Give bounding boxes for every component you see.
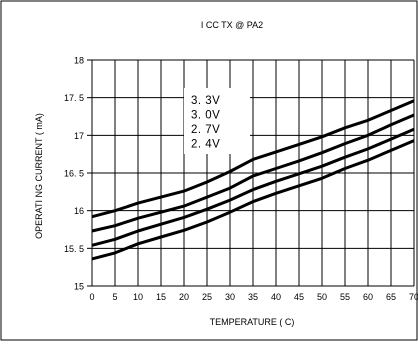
y-tick-label: 18: [74, 56, 84, 66]
legend-box: [184, 88, 250, 154]
x-tick-label: 5: [112, 292, 117, 302]
x-tick-label: 65: [386, 292, 396, 302]
y-axis-label: OPERATI NG CURRENT ( mA): [34, 113, 44, 239]
chart-title: I CC TX @ PA2: [201, 20, 263, 30]
x-tick-label: 25: [202, 292, 212, 302]
x-axis-label: TEMPERATURE ( C): [210, 317, 295, 327]
x-tick-label: 45: [294, 292, 304, 302]
x-tick-label: 0: [89, 292, 94, 302]
series-line-2: [91, 127, 415, 247]
x-tick-label: 55: [340, 292, 350, 302]
legend-label: 3. 3V: [191, 95, 220, 107]
legend-label: 3. 0V: [191, 110, 220, 122]
legend-label: 2. 4V: [191, 139, 220, 151]
x-tick-label: 50: [317, 292, 327, 302]
x-tick-label: 40: [271, 292, 281, 302]
y-tick-label: 15: [74, 282, 84, 292]
y-tick-label: 16. 5: [64, 169, 84, 179]
x-tick-label: 60: [363, 292, 373, 302]
y-tick-label: 17: [74, 131, 84, 141]
x-tick-label: 15: [156, 292, 166, 302]
series-line-1: [91, 113, 415, 233]
x-tick-label: 70: [409, 292, 418, 302]
y-tick-label: 16: [74, 206, 84, 216]
y-tick-label: 17. 5: [64, 93, 84, 103]
y-tick-label: 15. 5: [64, 244, 84, 254]
series-line-0: [91, 99, 415, 219]
x-tick-label: 20: [179, 292, 189, 302]
x-tick-label: 10: [133, 292, 143, 302]
x-tick-label: 30: [225, 292, 235, 302]
series-line-3: [91, 139, 415, 261]
legend-label: 2. 7V: [191, 124, 220, 136]
x-tick-label: 35: [248, 292, 258, 302]
